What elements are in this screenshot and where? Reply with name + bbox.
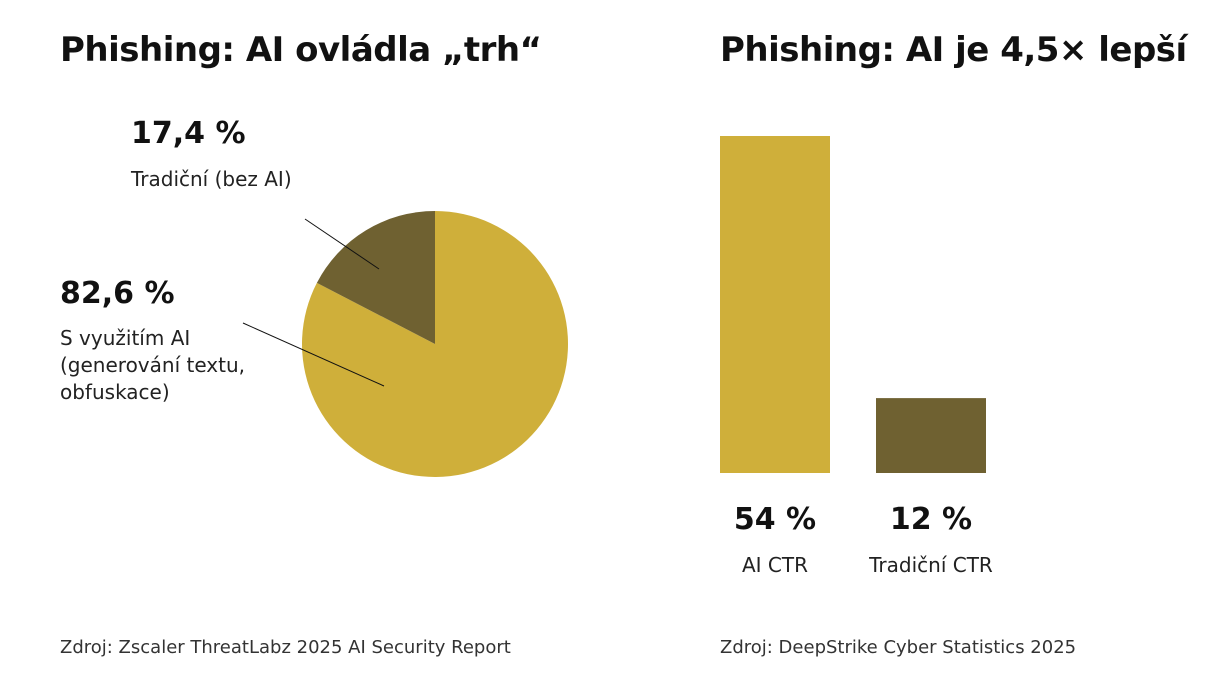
leader-line-traditional <box>304 218 380 270</box>
traditional-share-value: 17,4 % <box>131 116 246 151</box>
bar-value-label-ai: 54 % <box>733 502 817 537</box>
bar-ai-ctr <box>720 136 830 473</box>
ai-share-label-line-3: obfuskace) <box>60 380 170 404</box>
bar-category-label-traditional: Tradiční CTR <box>869 553 993 577</box>
traditional-share-label: Tradiční (bez AI) <box>131 166 292 193</box>
left-chart-source: Zdroj: Zscaler ThreatLabz 2025 AI Securi… <box>60 637 511 658</box>
right-chart-source: Zdroj: DeepStrike Cyber Statistics 2025 <box>720 637 1077 658</box>
bar-value-label-traditional: 12 % <box>889 502 973 537</box>
left-chart-title: Phishing: AI ovládla „trh“ <box>60 30 542 70</box>
ai-share-label: S využitím AI (generování textu, obfuska… <box>60 325 245 406</box>
right-chart-title: Phishing: AI je 4,5× lepší <box>720 30 1187 70</box>
pie-chart <box>301 211 568 478</box>
bar-chart <box>720 136 986 473</box>
bar-traditional-ctr <box>876 398 986 473</box>
leader-lines <box>242 218 385 387</box>
pie-slice-traditional <box>316 211 435 344</box>
ai-share-value: 82,6 % <box>60 276 175 311</box>
leader-line-ai <box>242 322 385 387</box>
ai-share-label-line-1: S využitím AI <box>60 326 191 350</box>
ai-share-label-line-2: (generování textu, <box>60 353 245 377</box>
traditional-share-label-line: Tradiční (bez AI) <box>131 167 292 191</box>
bar-category-label-ai: AI CTR <box>741 553 808 577</box>
